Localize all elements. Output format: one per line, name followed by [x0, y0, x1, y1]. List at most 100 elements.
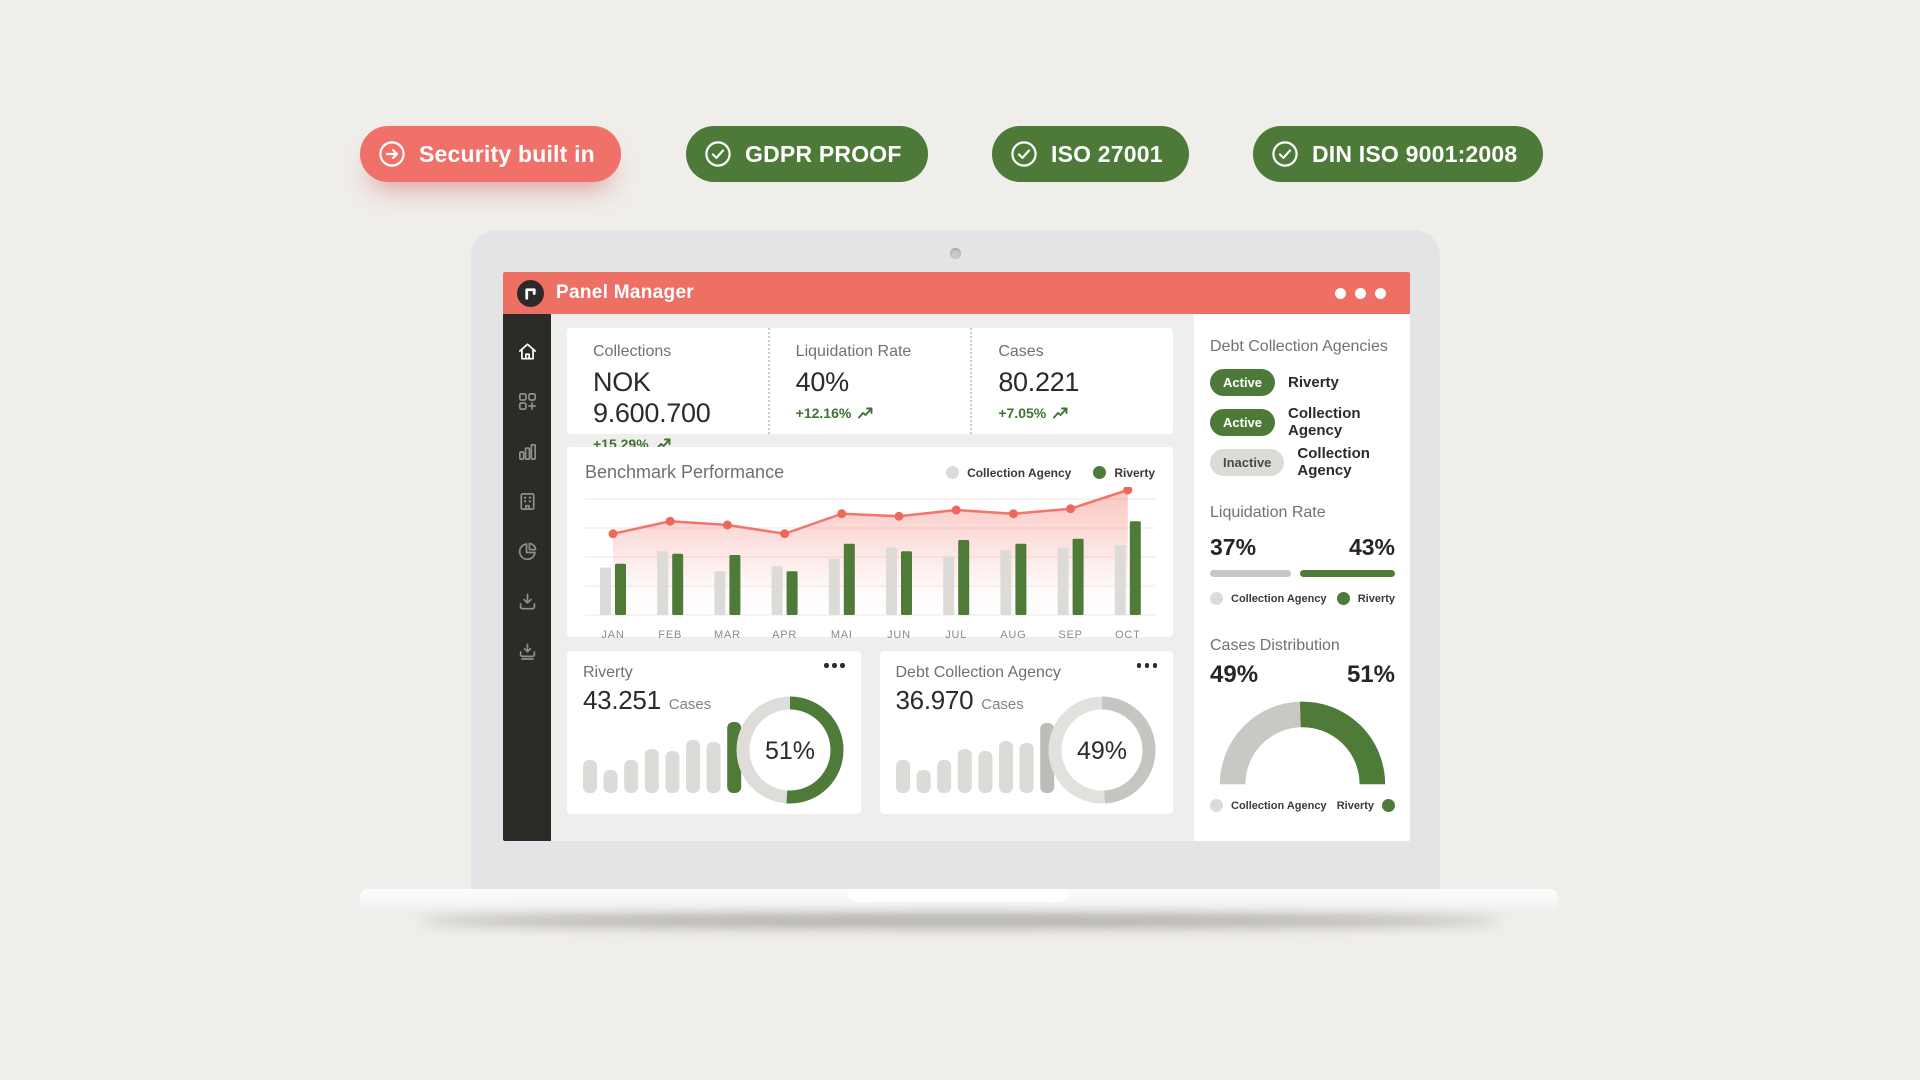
riverty-card: Riverty 43.251 Cases 51%	[567, 651, 861, 814]
stat-label: Cases	[998, 343, 1044, 360]
legend-collection-agency: Collection Agency	[1210, 799, 1327, 812]
stat-value: NOK 9.600.700	[593, 367, 711, 428]
cases-left-value: 49%	[1210, 661, 1259, 688]
card-title: Riverty	[583, 664, 633, 681]
more-options-icon[interactable]	[824, 663, 845, 668]
legend-collection-agency: Collection Agency	[946, 466, 1071, 480]
svg-text:SEP: SEP	[1058, 629, 1082, 641]
arrow-right-circle-icon	[378, 140, 406, 168]
svg-text:OCT: OCT	[1115, 629, 1141, 641]
cases-gauge-chart	[1210, 691, 1395, 791]
riverty-mini-bars	[583, 718, 747, 801]
right-panel: Debt Collection Agencies Active Riverty …	[1194, 314, 1410, 841]
agency-card: Debt Collection Agency 36.970 Cases 49%	[879, 651, 1173, 814]
sidebar-item-download-stack[interactable]	[503, 626, 551, 676]
check-circle-icon	[1271, 140, 1299, 168]
trend-up-icon	[858, 407, 873, 419]
download-stack-icon	[519, 642, 535, 660]
building-icon	[519, 492, 535, 510]
benchmark-card: Benchmark Performance Collection Agency …	[567, 447, 1173, 641]
agency-row: Active Riverty	[1210, 368, 1395, 396]
badge-label: GDPR PROOF	[745, 140, 902, 167]
badge-label: ISO 27001	[1051, 140, 1163, 167]
riverty-donut-chart: 51%	[733, 693, 847, 812]
badge-iso-27001: ISO 27001	[992, 126, 1189, 182]
cases-value: 36.970	[895, 685, 974, 715]
svg-text:JUN: JUN	[887, 629, 911, 641]
status-badge: Active	[1210, 368, 1276, 396]
benchmark-title: Benchmark Performance	[585, 462, 785, 482]
svg-text:JUL: JUL	[945, 629, 967, 641]
laptop-mockup: Panel Manager Collections NOK 9.600.700 …	[471, 230, 1440, 890]
status-badge: Active	[1210, 408, 1276, 436]
benchmark-chart: JAN FEB MAR APR MAI JUN JUL AUG SEP OCT	[585, 485, 1155, 650]
stat-delta: +12.16%	[796, 405, 971, 421]
svg-text:51%: 51%	[764, 737, 814, 765]
cases-right-value: 51%	[1346, 661, 1395, 688]
webcam-dot	[949, 248, 961, 259]
riverty-rate-bar	[1300, 570, 1395, 577]
svg-text:MAR: MAR	[714, 629, 741, 641]
trend-up-icon	[1053, 407, 1068, 419]
svg-text:FEB: FEB	[658, 629, 682, 641]
laptop-shadow	[420, 914, 1500, 928]
agency-row: Active Collection Agency	[1210, 405, 1395, 439]
check-circle-icon	[704, 140, 732, 168]
svg-text:APR: APR	[772, 629, 797, 641]
check-circle-icon	[1010, 140, 1038, 168]
pie-chart-icon	[518, 542, 536, 560]
badge-label: DIN ISO 9001:2008	[1312, 140, 1518, 167]
gray-dot-icon	[1210, 592, 1223, 605]
app-window: Panel Manager Collections NOK 9.600.700 …	[503, 272, 1410, 841]
cases-heading: Cases Distribution	[1210, 637, 1340, 654]
sidebar-item-pie-chart[interactable]	[503, 526, 551, 576]
liquidation-bars	[1210, 570, 1395, 577]
card-title: Debt Collection Agency	[895, 664, 1061, 681]
stat-liquidation-rate: Liquidation Rate 40% +12.16%	[767, 328, 971, 434]
liquidation-left-value: 37%	[1210, 534, 1257, 560]
more-options-icon[interactable]	[1136, 663, 1157, 668]
badge-gdpr: GDPR PROOF	[686, 126, 928, 182]
svg-text:MAI: MAI	[831, 629, 853, 641]
sidebar-nav	[503, 314, 551, 841]
liquidation-right-value: 43%	[1348, 534, 1395, 560]
badge-din-iso: DIN ISO 9001:2008	[1253, 126, 1544, 182]
cases-value: 43.251	[583, 685, 661, 715]
svg-text:JAN: JAN	[601, 629, 624, 641]
green-dot-icon	[1093, 466, 1107, 479]
gray-dot-icon	[946, 466, 960, 479]
stat-collections: Collections NOK 9.600.700 +15.29%	[567, 328, 768, 452]
stat-value: 80.221	[998, 367, 1080, 397]
stat-delta: +7.05%	[998, 405, 1173, 421]
laptop-base	[360, 889, 1558, 916]
stat-cases: Cases 80.221 +7.05%	[970, 328, 1173, 434]
sidebar-item-home[interactable]	[503, 326, 551, 376]
cases-unit: Cases	[981, 696, 1024, 713]
benchmark-legend: Collection Agency Riverty	[946, 466, 1155, 480]
agency-rate-bar	[1210, 570, 1292, 577]
trend-up-icon	[655, 438, 671, 450]
stat-label: Collections	[593, 343, 672, 360]
stat-value: 40%	[795, 367, 849, 397]
agencies-heading: Debt Collection Agencies	[1210, 338, 1388, 355]
agency-mini-bars	[895, 718, 1060, 801]
download-icon	[519, 592, 535, 610]
stats-card: Collections NOK 9.600.700 +15.29% Liquid…	[567, 328, 1173, 452]
bar-chart-icon	[518, 443, 536, 460]
svg-text:49%: 49%	[1077, 737, 1127, 765]
agency-donut-chart: 49%	[1045, 693, 1159, 812]
sidebar-item-bar-chart[interactable]	[503, 426, 551, 476]
sidebar-item-apps-plus[interactable]	[503, 376, 551, 426]
sidebar-item-building[interactable]	[503, 476, 551, 526]
window-controls[interactable]	[1335, 287, 1386, 299]
apps-plus-icon	[518, 392, 536, 410]
green-dot-icon	[1336, 592, 1350, 605]
legend-riverty: Riverty	[1336, 592, 1395, 605]
gray-dot-icon	[1210, 799, 1223, 812]
green-dot-icon	[1382, 799, 1395, 812]
status-badge: Inactive	[1210, 448, 1285, 476]
app-header: Panel Manager	[503, 272, 1410, 314]
sidebar-item-download[interactable]	[503, 576, 551, 626]
main-content: Collections NOK 9.600.700 +15.29% Liquid…	[551, 314, 1194, 841]
liquidation-heading: Liquidation Rate	[1210, 504, 1326, 521]
